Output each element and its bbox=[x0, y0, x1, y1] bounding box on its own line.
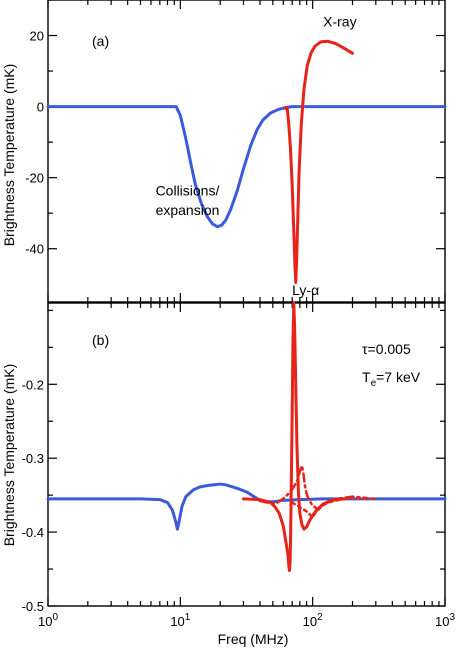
panel-a-series-0-line bbox=[46, 105, 447, 229]
panel-b: 100 101 102 103 -0.5 -0.4 -0.3 -0.2 (b) τ=0.005… bbox=[1, 301, 455, 629]
panel-b-series-2-line bbox=[258, 464, 369, 512]
panel-b-y-tick-label: -0.4 bbox=[22, 525, 44, 540]
x-tick-label: 101 bbox=[170, 612, 190, 629]
panel-a-series bbox=[46, 39, 447, 284]
panel-b-series-0-line bbox=[46, 482, 447, 531]
panel-b-series-1-line bbox=[241, 301, 345, 573]
x-tick-label: 102 bbox=[303, 612, 323, 629]
panel-a-y-tick-label: 20 bbox=[30, 29, 44, 44]
panel-a-y-tick-label: -20 bbox=[25, 171, 44, 186]
panel-b-series-3-line bbox=[290, 496, 378, 519]
panel-b-y-tick-label: -0.2 bbox=[22, 377, 44, 392]
annotation-collisions: Collisions/ bbox=[156, 182, 220, 198]
panel-a-y-tick-label: -40 bbox=[25, 242, 44, 257]
panel-a: -40 -20 0 20 (a) Collisions/ expansion Ly-α… bbox=[1, 0, 447, 303]
annotation-te-prefix: T bbox=[362, 369, 371, 385]
panel-b-series bbox=[46, 301, 447, 573]
annotation-te: Te=7 keV bbox=[362, 369, 421, 389]
annotation-expansion: expansion bbox=[156, 202, 220, 218]
x-tick-label: 103 bbox=[435, 612, 455, 629]
annotation-tau: τ=0.005 bbox=[362, 341, 411, 357]
x-tick-label: 100 bbox=[38, 612, 58, 629]
panel-b-ticks: 100 101 102 103 -0.5 -0.4 -0.3 -0.2 bbox=[22, 303, 455, 629]
panel-b-label: (b) bbox=[92, 332, 109, 348]
panel-a-ticks: -40 -20 0 20 bbox=[25, 0, 446, 302]
panel-b-y-tick-label: -0.3 bbox=[22, 451, 44, 466]
annotation-te-suffix: =7 keV bbox=[376, 369, 421, 385]
annotation-x-ray: X-ray bbox=[323, 14, 356, 30]
panel-a-y-tick-label: 0 bbox=[37, 100, 44, 115]
panel-a-label: (a) bbox=[92, 33, 109, 49]
panel-a-frame bbox=[47, 0, 446, 303]
panel-b-y-tick-label: -0.5 bbox=[22, 599, 44, 614]
annotation-ly-alpha: Ly-α bbox=[292, 282, 319, 298]
panel-b-frame bbox=[47, 302, 446, 607]
x-axis-title: Freq (MHz) bbox=[218, 631, 289, 647]
annotation-te-sub: e bbox=[371, 378, 377, 389]
panel-b-y-axis-title: Brightness Temperature (mK) bbox=[1, 364, 17, 547]
panel-a-y-axis-title: Brightness Temperature (mK) bbox=[1, 64, 17, 247]
panel-a-series-1-line bbox=[283, 39, 354, 284]
